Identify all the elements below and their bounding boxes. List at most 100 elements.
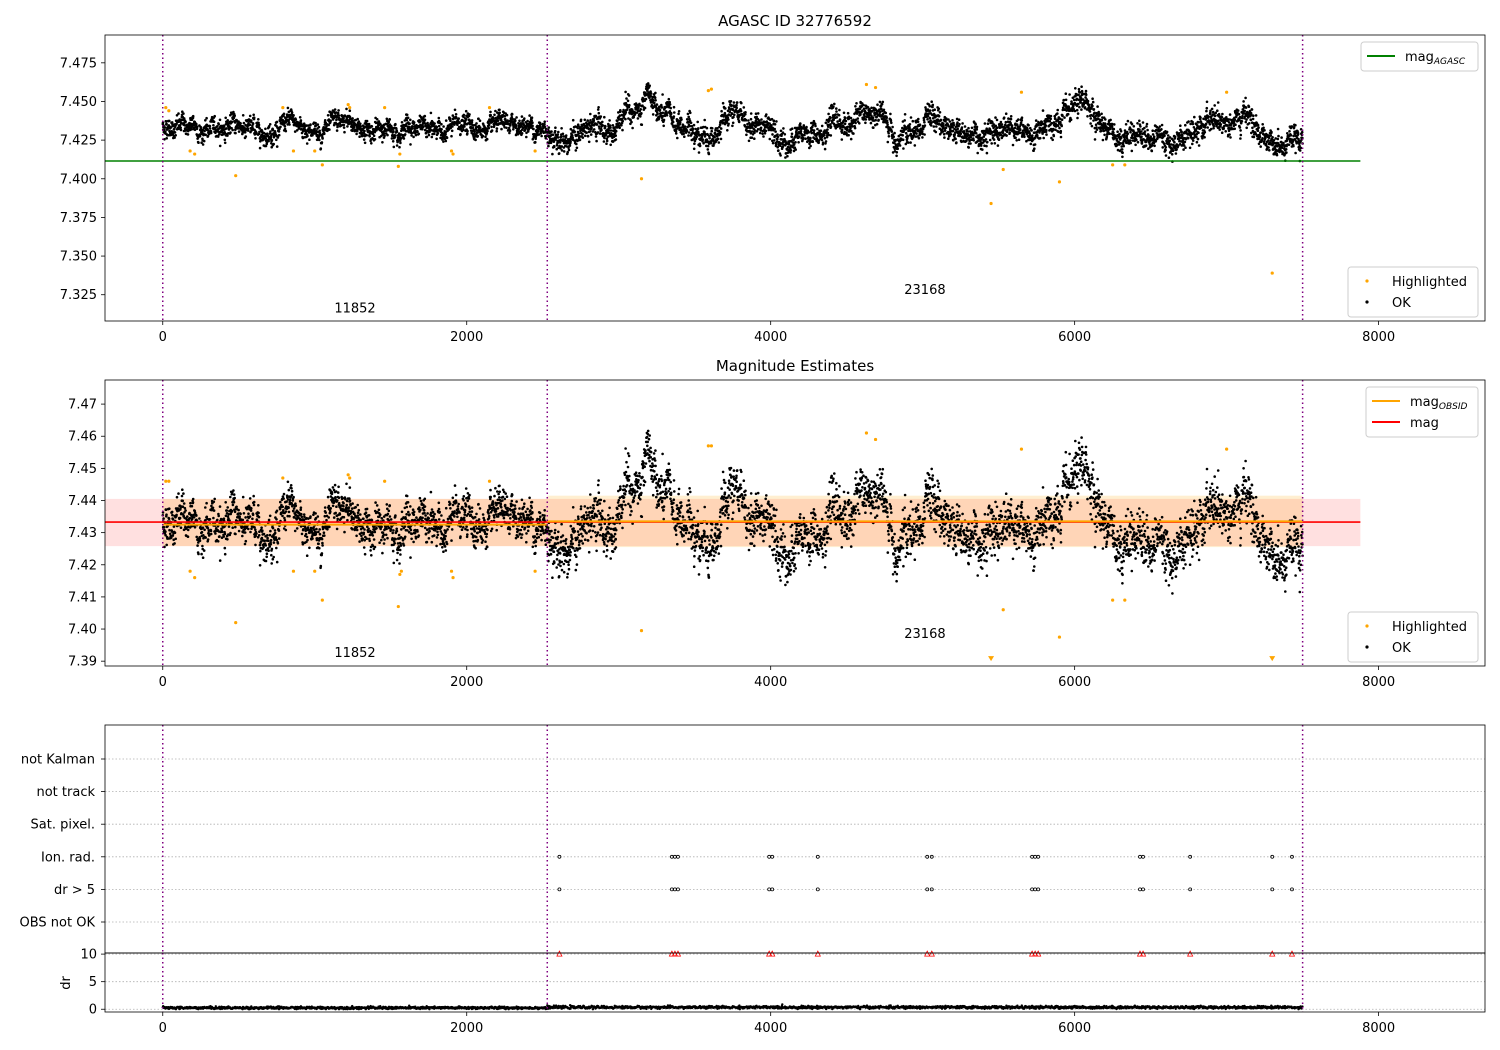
ok-point bbox=[728, 110, 731, 113]
ok-point bbox=[687, 115, 690, 119]
ok-point bbox=[509, 122, 512, 125]
ok-point bbox=[1090, 107, 1093, 110]
ok-point bbox=[368, 135, 372, 138]
ok-point bbox=[255, 131, 258, 135]
ok-point bbox=[938, 127, 942, 130]
ok-point bbox=[927, 112, 930, 116]
ok-point bbox=[812, 129, 816, 132]
ok-point bbox=[985, 151, 989, 155]
ok-point bbox=[230, 120, 234, 124]
ok-point bbox=[556, 133, 560, 136]
ok-point bbox=[832, 105, 835, 108]
ok-point bbox=[1248, 122, 1251, 125]
ok-point bbox=[275, 145, 279, 148]
ok-point bbox=[351, 117, 354, 120]
ok-point bbox=[421, 127, 424, 131]
ok-point bbox=[781, 131, 785, 134]
ok-point bbox=[697, 151, 701, 154]
ok-point bbox=[557, 130, 560, 134]
ok-point bbox=[252, 113, 255, 117]
ok-point bbox=[1202, 117, 1205, 121]
ok-point bbox=[866, 106, 870, 109]
ok-point bbox=[1038, 136, 1042, 140]
ok-point bbox=[544, 136, 548, 140]
ok-point bbox=[707, 152, 711, 156]
ok-point bbox=[768, 137, 772, 141]
ok-point bbox=[952, 139, 955, 142]
ok-point bbox=[789, 151, 792, 154]
ok-point bbox=[921, 136, 924, 139]
ok-point bbox=[552, 140, 556, 143]
ok-point bbox=[440, 122, 443, 126]
ok-point bbox=[198, 135, 202, 138]
ok-point bbox=[456, 123, 459, 127]
ok-point bbox=[490, 125, 493, 129]
ok-point bbox=[1166, 137, 1170, 140]
ok-point bbox=[1050, 136, 1053, 140]
ok-point bbox=[1212, 126, 1215, 130]
ok-point bbox=[1186, 136, 1190, 140]
ok-point bbox=[1160, 128, 1163, 131]
ok-point bbox=[890, 130, 894, 133]
ok-point bbox=[1029, 126, 1032, 130]
ok-point bbox=[691, 127, 695, 130]
ok-point bbox=[920, 130, 924, 133]
ok-point bbox=[1094, 123, 1098, 126]
ok-point bbox=[816, 127, 819, 131]
ok-point bbox=[1174, 152, 1178, 155]
ok-point bbox=[326, 114, 330, 117]
ok-point bbox=[614, 129, 618, 133]
ok-point bbox=[903, 113, 907, 116]
ok-point bbox=[567, 148, 571, 152]
ok-point bbox=[1220, 115, 1224, 119]
ok-point bbox=[184, 120, 187, 123]
ok-point bbox=[759, 126, 763, 130]
ok-point bbox=[1123, 135, 1126, 138]
ok-point bbox=[1070, 100, 1073, 103]
ok-point bbox=[414, 133, 418, 137]
ok-point bbox=[1228, 113, 1232, 116]
ok-point bbox=[268, 132, 272, 135]
ok-point bbox=[1197, 121, 1200, 124]
ok-point bbox=[671, 120, 675, 124]
ok-point bbox=[290, 111, 294, 114]
ok-point bbox=[770, 124, 773, 127]
ok-point bbox=[963, 125, 967, 128]
ok-point bbox=[1221, 112, 1224, 116]
ok-point bbox=[424, 122, 427, 126]
ok-point bbox=[1109, 118, 1112, 122]
ok-point bbox=[949, 133, 953, 136]
ok-point bbox=[450, 129, 454, 133]
ok-point bbox=[555, 147, 558, 151]
ok-point bbox=[463, 125, 466, 128]
ok-point bbox=[329, 119, 333, 122]
ok-point bbox=[1008, 131, 1011, 134]
ok-point bbox=[1009, 117, 1013, 121]
ok-point bbox=[1078, 91, 1082, 94]
ok-point bbox=[1188, 146, 1192, 150]
ok-point bbox=[1168, 143, 1171, 146]
ok-point bbox=[718, 125, 721, 129]
ok-point bbox=[325, 125, 328, 128]
ok-point bbox=[999, 120, 1003, 124]
ok-point bbox=[471, 126, 475, 130]
ok-point bbox=[173, 131, 177, 134]
ok-point bbox=[673, 111, 676, 114]
ok-point bbox=[323, 132, 326, 136]
ok-point bbox=[1192, 126, 1196, 129]
ok-point bbox=[308, 138, 311, 141]
ok-point bbox=[649, 90, 652, 93]
ok-point bbox=[385, 117, 389, 121]
ok-point bbox=[1037, 123, 1040, 127]
ok-point bbox=[1027, 124, 1030, 127]
ok-point bbox=[435, 125, 439, 129]
ok-point bbox=[566, 150, 569, 154]
ok-point bbox=[886, 140, 890, 144]
ok-point bbox=[664, 110, 668, 113]
ok-point bbox=[1172, 139, 1175, 142]
ok-point bbox=[1164, 148, 1167, 152]
ok-point bbox=[1158, 125, 1162, 128]
ok-point bbox=[676, 136, 679, 140]
ok-point bbox=[596, 108, 600, 111]
ok-point bbox=[1042, 136, 1045, 140]
